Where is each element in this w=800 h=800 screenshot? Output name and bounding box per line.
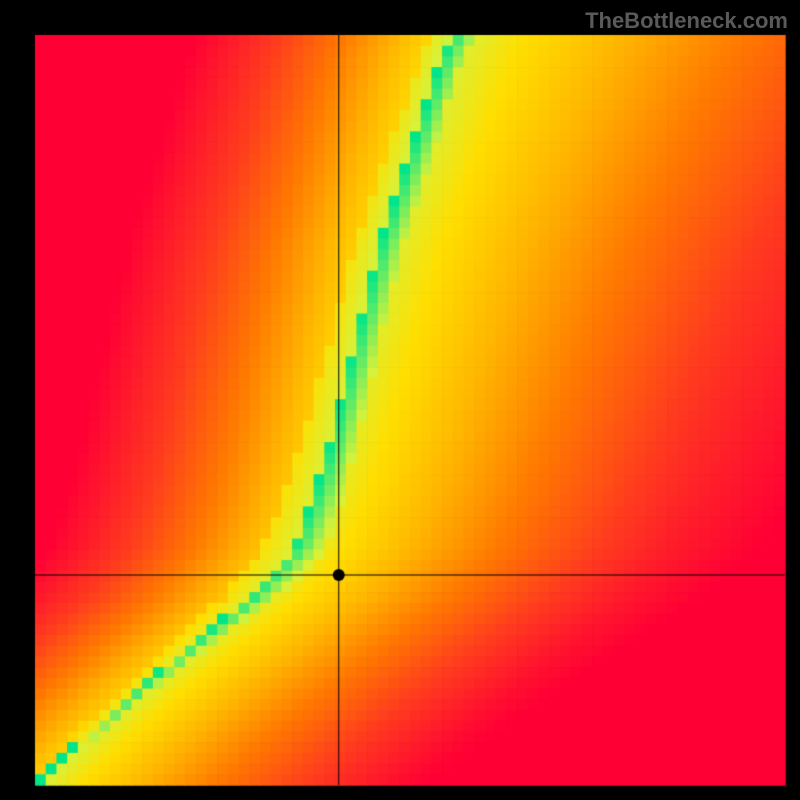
watermark-text: TheBottleneck.com bbox=[585, 8, 788, 34]
chart-container: TheBottleneck.com bbox=[0, 0, 800, 800]
heatmap-canvas bbox=[0, 0, 800, 800]
